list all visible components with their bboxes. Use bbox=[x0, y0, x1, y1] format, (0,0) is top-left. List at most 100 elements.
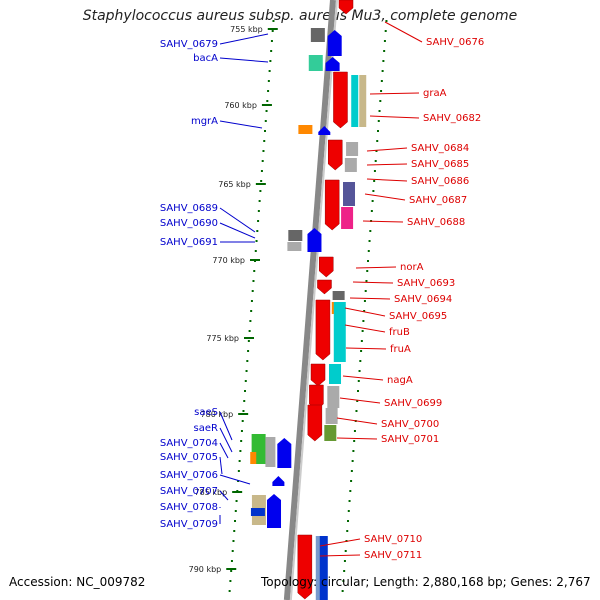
gene-arrow[interactable] bbox=[307, 228, 322, 252]
gene-block[interactable] bbox=[343, 182, 356, 206]
gene-label-right[interactable]: SAHV_0699 bbox=[384, 398, 442, 409]
ring-dots bbox=[228, 20, 388, 592]
scale-tick-label: 780 kbp bbox=[201, 410, 234, 419]
gene-label-left[interactable]: saeR bbox=[194, 423, 218, 434]
gene-block[interactable] bbox=[325, 408, 338, 424]
gene-label-right[interactable]: norA bbox=[400, 262, 424, 273]
label-leader-line bbox=[352, 281, 394, 284]
label-leader-line bbox=[366, 147, 408, 152]
gene-block[interactable] bbox=[327, 386, 340, 408]
gene-block[interactable] bbox=[324, 425, 337, 441]
gene-block[interactable] bbox=[329, 364, 342, 384]
gene-block[interactable] bbox=[344, 158, 357, 172]
gene-arrow[interactable] bbox=[338, 0, 354, 15]
gene-block[interactable] bbox=[341, 207, 354, 229]
gene-label-right[interactable]: SAHV_0710 bbox=[364, 534, 422, 545]
gene-arrow[interactable] bbox=[333, 71, 348, 129]
gene-arrow[interactable] bbox=[267, 494, 282, 528]
gene-label-right[interactable]: SAHV_0695 bbox=[389, 311, 447, 322]
gene-label-right[interactable]: SAHV_0711 bbox=[364, 550, 422, 561]
gene-label-left[interactable]: bacA bbox=[193, 53, 218, 64]
gene-arrow[interactable] bbox=[307, 404, 323, 442]
label-leader-line bbox=[369, 115, 420, 119]
gene-label-left[interactable]: SAHV_0704 bbox=[160, 438, 218, 449]
gene-arrow[interactable] bbox=[297, 534, 313, 600]
gene-block[interactable] bbox=[332, 291, 345, 300]
gene-arrow[interactable] bbox=[277, 438, 292, 468]
gene-features[interactable] bbox=[250, 0, 367, 600]
gene-block[interactable] bbox=[288, 230, 303, 241]
gene-label-right[interactable]: SAHV_0684 bbox=[411, 143, 469, 154]
label-leader-line bbox=[319, 538, 361, 547]
label-leader-line bbox=[349, 297, 391, 300]
gene-label-right[interactable]: SAHV_0676 bbox=[426, 37, 484, 48]
scale-tick-label: 770 kbp bbox=[212, 256, 245, 265]
label-leader-line bbox=[344, 324, 386, 333]
label-leader-line bbox=[345, 347, 387, 350]
gene-block[interactable] bbox=[319, 536, 328, 600]
gene-label-right[interactable]: SAHV_0694 bbox=[394, 294, 452, 305]
gene-arrow[interactable] bbox=[318, 126, 331, 135]
gene-label-right[interactable]: SAHV_0693 bbox=[397, 278, 455, 289]
gene-label-right[interactable]: fruA bbox=[390, 344, 411, 355]
gene-arrow[interactable] bbox=[318, 256, 334, 278]
gene-label-right[interactable]: SAHV_0700 bbox=[381, 419, 439, 430]
gene-label-left[interactable]: SAHV_0689 bbox=[160, 203, 218, 214]
gene-label-left[interactable]: SAHV_0708 bbox=[160, 502, 218, 513]
scale-tick-label: 775 kbp bbox=[206, 334, 239, 343]
label-leader-line bbox=[219, 57, 269, 63]
gene-label-right[interactable]: SAHV_0688 bbox=[407, 217, 465, 228]
label-leader-line bbox=[364, 193, 406, 201]
label-leader-line bbox=[366, 163, 408, 166]
gene-label-left[interactable]: SAHV_0691 bbox=[160, 237, 218, 248]
gene-label-right[interactable]: SAHV_0701 bbox=[381, 434, 439, 445]
gene-block[interactable] bbox=[250, 452, 257, 464]
gene-arrow[interactable] bbox=[272, 476, 285, 486]
gene-arrow[interactable] bbox=[327, 30, 342, 56]
gene-label-left[interactable]: saeS bbox=[194, 407, 218, 418]
gene-block[interactable] bbox=[250, 508, 265, 516]
gene-label-left[interactable]: SAHV_0705 bbox=[160, 452, 218, 463]
label-leader-line bbox=[355, 266, 397, 269]
gene-block[interactable] bbox=[265, 437, 276, 467]
gene-arrow[interactable] bbox=[327, 139, 343, 171]
gene-block[interactable] bbox=[346, 142, 359, 156]
gene-label-left[interactable]: SAHV_0690 bbox=[160, 218, 218, 229]
gene-block[interactable] bbox=[333, 302, 346, 362]
gene-block[interactable] bbox=[308, 55, 323, 71]
scale-tick-label: 790 kbp bbox=[189, 565, 222, 574]
accession-text: Accession: NC_009782 bbox=[9, 575, 146, 589]
gene-block[interactable] bbox=[287, 242, 302, 251]
gene-block[interactable] bbox=[351, 75, 359, 127]
scale-ticks: 755 kbp 760 kbp 765 kbp 770 kbp 775 kbp 780 k… bbox=[189, 25, 278, 574]
gene-label-left[interactable]: SAHV_0709 bbox=[160, 519, 218, 530]
gene-arrow[interactable] bbox=[325, 57, 340, 71]
gene-label-right[interactable]: SAHV_0682 bbox=[423, 113, 481, 124]
label-leader-line bbox=[219, 222, 256, 239]
gene-block[interactable] bbox=[298, 125, 313, 134]
gene-block[interactable] bbox=[359, 75, 367, 127]
gene-label-right[interactable]: fruB bbox=[389, 327, 410, 338]
gene-block[interactable] bbox=[310, 28, 325, 42]
gene-label-left[interactable]: SAHV_0679 bbox=[160, 39, 218, 50]
gene-label-left[interactable]: mgrA bbox=[191, 116, 218, 127]
gene-arrow[interactable] bbox=[310, 363, 326, 387]
gene-labels[interactable]: SAHV_0679 bacA mgrA SAHV_0689 SAHV_0690 SAHV_… bbox=[160, 37, 484, 561]
gene-label-right[interactable]: SAHV_0686 bbox=[411, 176, 469, 187]
gene-arrow[interactable] bbox=[317, 279, 332, 295]
genome-backbone bbox=[283, 0, 338, 600]
gene-label-left[interactable]: SAHV_0706 bbox=[160, 470, 218, 481]
label-leader-line bbox=[366, 178, 408, 182]
gene-label-right[interactable]: SAHV_0687 bbox=[409, 195, 467, 206]
label-leader-line bbox=[336, 417, 378, 425]
gene-label-right[interactable]: SAHV_0685 bbox=[411, 159, 469, 170]
scale-tick-label: 785 kbp bbox=[195, 488, 228, 497]
gene-label-right[interactable]: graA bbox=[423, 88, 447, 99]
gene-arrow[interactable] bbox=[315, 299, 331, 361]
gene-label-right[interactable]: nagA bbox=[387, 375, 413, 386]
label-leader-line bbox=[219, 456, 223, 475]
gene-arrow[interactable] bbox=[324, 179, 340, 231]
label-leader-line bbox=[219, 442, 229, 459]
gene-label-left[interactable]: SAHV_0707 bbox=[160, 486, 218, 497]
